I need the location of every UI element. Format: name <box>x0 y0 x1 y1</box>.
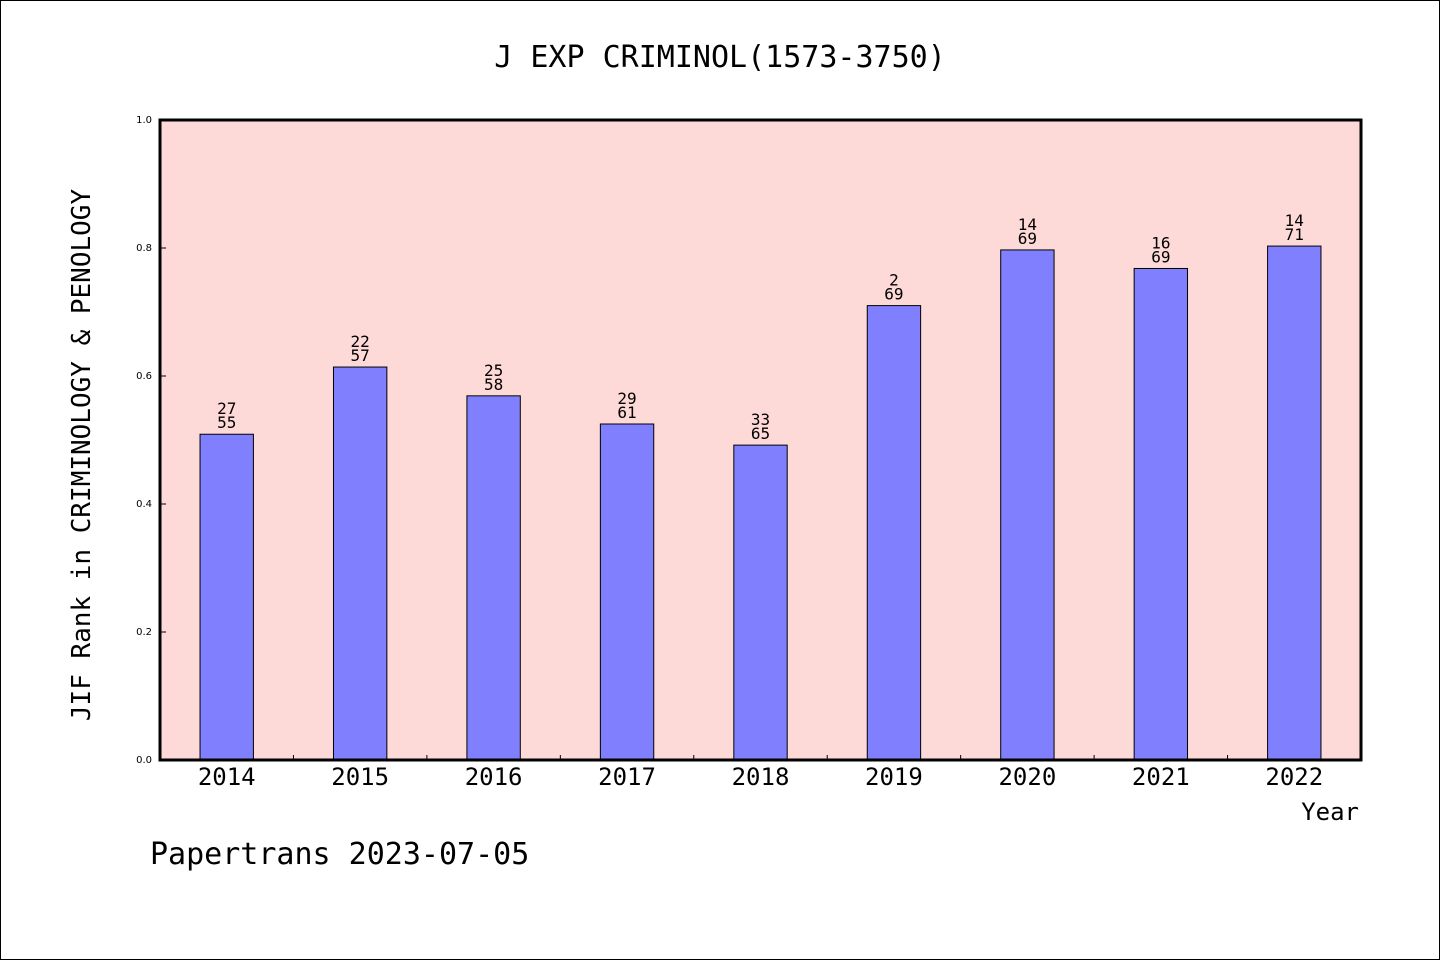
x-tick-label: 2016 <box>465 763 523 791</box>
bar-label-total: 69 <box>1018 229 1037 248</box>
bar-2014 <box>199 433 254 761</box>
bar-2018 <box>733 444 788 761</box>
x-tick-label: 2017 <box>598 763 656 791</box>
bar-label-total: 69 <box>1151 247 1170 266</box>
x-tick-label: 2021 <box>1132 763 1190 791</box>
x-tick-label: 2014 <box>198 763 256 791</box>
bar-label-total: 71 <box>1285 225 1304 244</box>
bar-label-rank: 29 <box>617 389 636 408</box>
y-tick-label: 1.0 <box>136 115 152 126</box>
x-tick-label: 2020 <box>998 763 1056 791</box>
bar-label-rank: 14 <box>1018 215 1037 234</box>
bar-2016 <box>466 395 521 761</box>
plot-border <box>158 118 1363 762</box>
footer-credit: Papertrans 2023-07-05 <box>150 837 529 872</box>
bar-label-rank: 14 <box>1285 211 1304 230</box>
x-tick-label: 2018 <box>732 763 790 791</box>
bar-label-total: 55 <box>217 413 236 432</box>
x-axis-ticks: 2014 2015 2016 2017 2018 2019 2020 2021 2022 <box>198 755 1323 791</box>
bar-label-rank: 33 <box>751 410 770 429</box>
bar-2015 <box>332 366 388 761</box>
y-tick-label: 0.2 <box>136 627 152 638</box>
bar-2021 <box>1133 267 1189 761</box>
x-tick-label: 2022 <box>1265 763 1323 791</box>
bar-2019 <box>866 305 922 761</box>
y-tick-label: 0.4 <box>136 499 152 510</box>
bar-label-total: 58 <box>484 375 503 394</box>
y-tick-label: 0.6 <box>136 371 152 382</box>
bar-label-total: 61 <box>617 403 636 422</box>
bar-label-rank: 16 <box>1151 233 1170 252</box>
bar-label-rank: 27 <box>217 399 236 418</box>
bar-2017 <box>599 423 655 761</box>
bar-2022 <box>1267 245 1322 761</box>
x-tick-label: 2019 <box>865 763 923 791</box>
y-tick-label: 0.0 <box>136 755 152 766</box>
bar-2020 <box>1000 249 1055 761</box>
x-tick-label: 2015 <box>331 763 389 791</box>
bar-label-rank: 22 <box>351 332 370 351</box>
y-axis-label: JIF Rank in CRIMINOLOGY & PENOLOGY <box>67 189 97 722</box>
bar-label-total: 65 <box>751 424 770 443</box>
bar-label-rank: 25 <box>484 361 503 380</box>
chart-title: J EXP CRIMINOL(1573-3750) <box>494 40 946 75</box>
bar-label-total: 69 <box>884 285 903 304</box>
y-tick-label: 0.8 <box>136 243 152 254</box>
bar-label-total: 57 <box>351 346 370 365</box>
bar-label-rank: 2 <box>889 271 899 290</box>
x-axis-label: Year <box>1301 798 1359 826</box>
